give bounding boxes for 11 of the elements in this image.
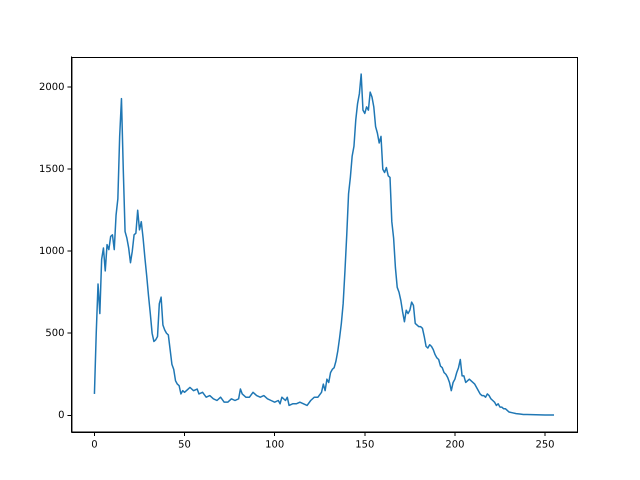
x-tick-label: 200 — [445, 440, 464, 451]
y-tick-label: 1500 — [38, 164, 64, 175]
x-tick-label: 50 — [178, 440, 191, 451]
x-tick-label: 250 — [535, 440, 555, 451]
x-tick-label: 100 — [265, 440, 284, 451]
y-tick-label: 500 — [45, 328, 64, 339]
y-tick-label: 0 — [58, 410, 64, 421]
x-tick-label: 0 — [91, 440, 98, 451]
y-tick-label: 1000 — [38, 246, 64, 257]
x-tick-label: 150 — [355, 440, 374, 451]
y-tick-label: 2000 — [38, 82, 64, 93]
